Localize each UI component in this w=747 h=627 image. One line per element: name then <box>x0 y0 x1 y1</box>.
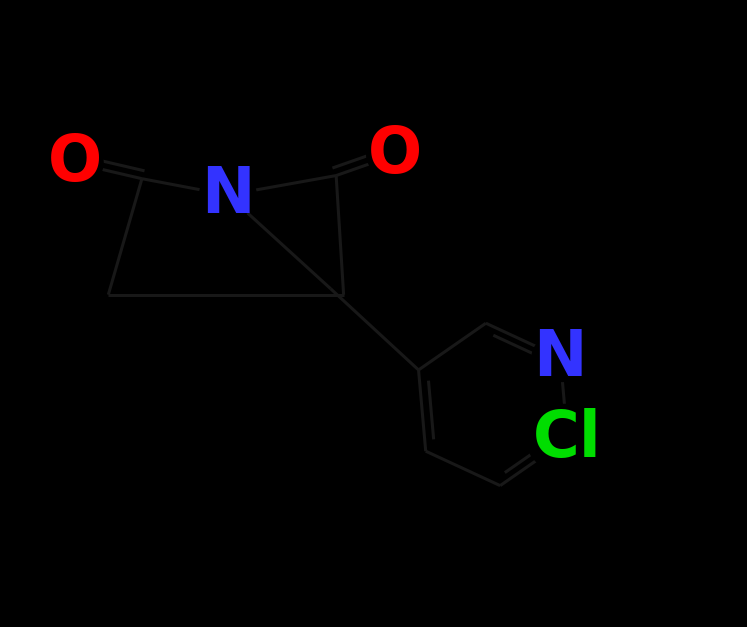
Text: O: O <box>48 132 102 194</box>
Text: N: N <box>201 164 255 226</box>
Circle shape <box>527 404 609 473</box>
Circle shape <box>199 171 256 219</box>
Text: Cl: Cl <box>533 408 602 470</box>
Circle shape <box>46 139 103 187</box>
Circle shape <box>367 131 424 179</box>
Text: O: O <box>368 124 422 186</box>
Text: N: N <box>533 327 587 389</box>
Circle shape <box>532 334 589 381</box>
